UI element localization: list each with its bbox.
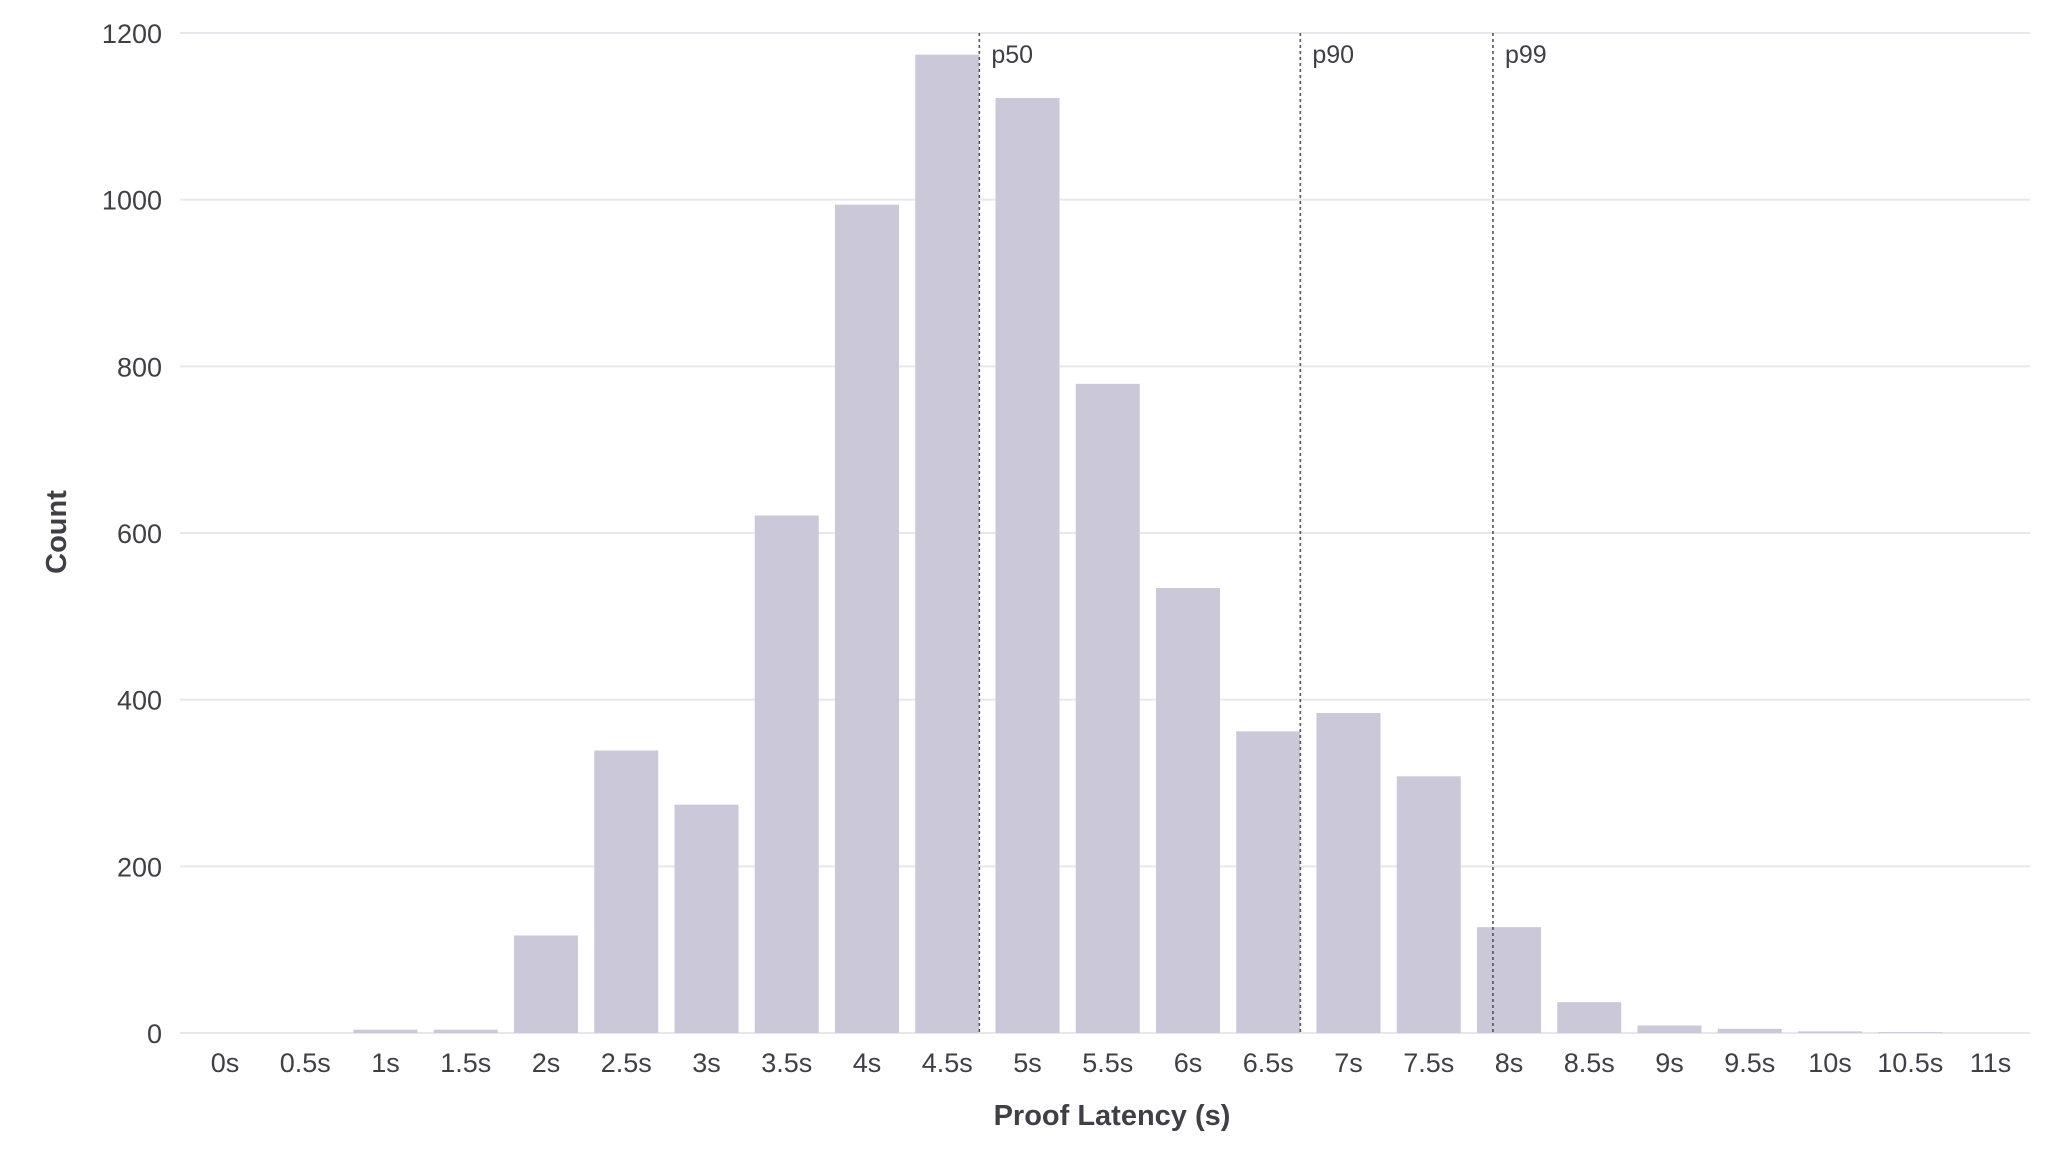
histogram-bar — [1717, 1028, 1782, 1033]
x-tick-label: 8.5s — [1564, 1048, 1615, 1078]
y-tick-label: 600 — [117, 519, 162, 549]
histogram-bar — [1316, 713, 1381, 1033]
histogram-bar — [915, 54, 980, 1033]
histogram-bar — [1798, 1031, 1862, 1033]
histogram-bar — [514, 935, 578, 1033]
percentile-label: p90 — [1312, 41, 1354, 69]
histogram-bar — [754, 515, 819, 1033]
x-tick-label: 9.5s — [1724, 1048, 1775, 1078]
x-tick-label: 2s — [532, 1048, 561, 1078]
histogram-bar — [1557, 1002, 1622, 1033]
x-tick-label: 1.5s — [440, 1048, 491, 1078]
x-tick-label: 7s — [1334, 1048, 1363, 1078]
x-tick-label: 10s — [1808, 1048, 1852, 1078]
x-tick-label: 4.5s — [922, 1048, 973, 1078]
y-tick-label: 800 — [117, 352, 162, 382]
y-tick-label: 1000 — [102, 186, 162, 216]
x-tick-label: 5.5s — [1082, 1048, 1133, 1078]
histogram-bar — [835, 204, 899, 1033]
histogram-bar — [1396, 776, 1461, 1033]
histogram-bar — [433, 1029, 498, 1033]
histogram-bar — [1236, 731, 1301, 1033]
x-tick-label: 3s — [692, 1048, 721, 1078]
x-axis-title: Proof Latency (s) — [994, 1100, 1231, 1132]
x-tick-label: 7.5s — [1403, 1048, 1454, 1078]
histogram-bar — [1156, 588, 1220, 1033]
x-tick-label: 4s — [853, 1048, 882, 1078]
histogram-bar — [995, 98, 1060, 1033]
x-tick-label: 5s — [1013, 1048, 1042, 1078]
percentile-label: p50 — [991, 41, 1033, 69]
x-tick-label: 9s — [1655, 1048, 1684, 1078]
percentile-markers: p50 p90 p99 — [978, 33, 1547, 1033]
x-tick-label: 0s — [211, 1048, 240, 1078]
x-tick-label: 6.5s — [1243, 1048, 1294, 1078]
bars — [353, 54, 1943, 1033]
histogram-bar — [353, 1029, 418, 1033]
x-tick-label: 11s — [1970, 1048, 2012, 1078]
histogram-bar — [1477, 927, 1541, 1033]
x-tick-label: 0.5s — [280, 1048, 331, 1078]
histogram-bar — [1075, 383, 1140, 1033]
x-tick-label: 3.5s — [761, 1048, 812, 1078]
x-tick-label: 1s — [371, 1048, 400, 1078]
histogram-bar — [594, 750, 659, 1033]
y-tick-label: 200 — [117, 852, 162, 882]
y-axis-ticks: 0 200 400 600 800 1000 1200 — [102, 19, 162, 1049]
y-axis-title: Count — [41, 490, 73, 574]
y-tick-label: 0 — [147, 1019, 162, 1049]
percentile-label: p99 — [1505, 41, 1547, 69]
x-tick-label: 6s — [1174, 1048, 1203, 1078]
x-tick-label: 2.5s — [601, 1048, 652, 1078]
histogram-bar — [674, 804, 739, 1033]
y-tick-label: 400 — [117, 686, 162, 716]
x-tick-label: 10.5s — [1877, 1048, 1943, 1078]
x-tick-label: 8s — [1495, 1048, 1524, 1078]
histogram-bar — [1878, 1032, 1943, 1033]
y-tick-label: 1200 — [102, 19, 162, 49]
x-axis-ticks: 0s 0.5s 1s 1.5s 2s 2.5s 3s 3.5s 4s 4.5s 5s 5.5s 6s 6.… — [211, 1048, 2012, 1078]
histogram-bar — [1637, 1025, 1702, 1033]
